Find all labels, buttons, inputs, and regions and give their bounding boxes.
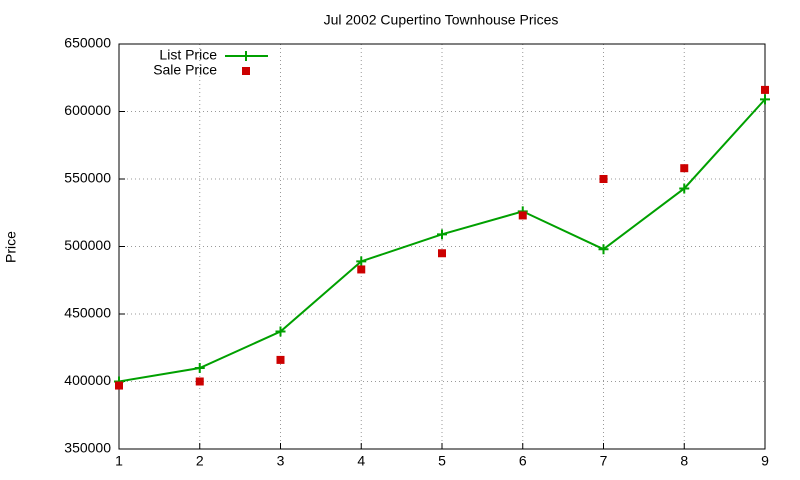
legend-marker xyxy=(241,51,251,61)
y-tick-label: 450000 xyxy=(64,305,111,321)
x-tick-label: 6 xyxy=(519,453,527,469)
legend-label: Sale Price xyxy=(153,62,217,78)
y-tick-label: 600000 xyxy=(64,102,111,118)
y-tick-label: 350000 xyxy=(64,440,111,456)
chart-title: Jul 2002 Cupertino Townhouse Prices xyxy=(324,12,559,28)
data-point xyxy=(276,355,285,364)
data-point xyxy=(518,211,527,220)
data-point xyxy=(599,175,608,183)
data-point xyxy=(356,256,367,267)
x-tick-label: 9 xyxy=(761,453,769,469)
data-point xyxy=(761,85,769,94)
data-point xyxy=(115,381,123,390)
data-point xyxy=(437,229,447,240)
y-tick-label: 650000 xyxy=(64,35,111,51)
data-point xyxy=(760,94,770,105)
x-tick-label: 4 xyxy=(357,453,365,469)
x-tick-label: 3 xyxy=(277,453,285,469)
y-tick-label: 500000 xyxy=(64,237,111,253)
y-tick-label: 400000 xyxy=(64,372,111,388)
data-point xyxy=(194,363,205,373)
legend-marker xyxy=(242,67,250,75)
x-tick-label: 8 xyxy=(680,453,688,469)
data-point xyxy=(275,326,286,337)
x-tick-label: 1 xyxy=(115,453,123,469)
legend-label: List Price xyxy=(159,47,217,63)
y-tick-label: 550000 xyxy=(64,170,111,186)
data-point xyxy=(438,249,446,258)
plot-border xyxy=(118,43,766,450)
x-tick-label: 2 xyxy=(196,453,204,469)
data-point xyxy=(195,377,204,386)
x-tick-label: 5 xyxy=(438,453,446,469)
data-point xyxy=(598,244,609,255)
y-axis-label: Price xyxy=(3,231,19,263)
data-point xyxy=(680,164,689,173)
x-tick-label: 7 xyxy=(600,453,608,469)
data-point xyxy=(679,183,690,194)
data-point xyxy=(357,265,366,274)
